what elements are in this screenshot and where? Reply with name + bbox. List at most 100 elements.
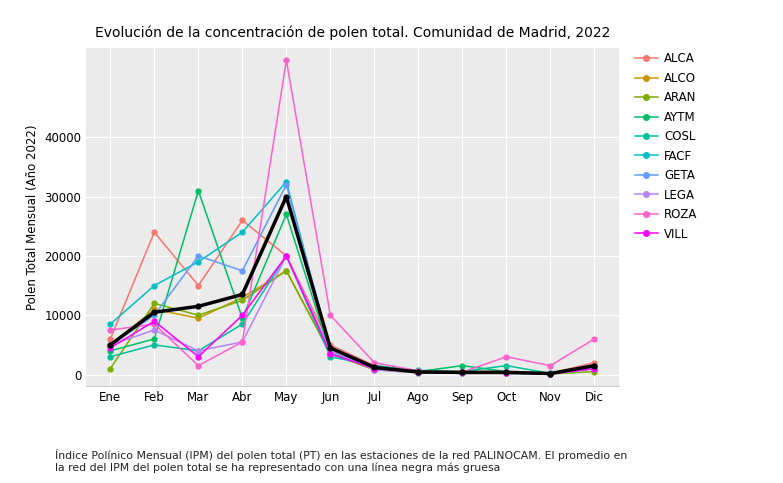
Line: VILL: VILL <box>108 254 597 376</box>
LEGA <box>413 370 423 376</box>
ALCA <box>326 342 335 348</box>
VILL <box>457 369 467 375</box>
Line: ALCA: ALCA <box>108 218 597 376</box>
ARAN <box>457 370 467 376</box>
GETA <box>150 313 159 318</box>
ARAN <box>106 366 115 371</box>
AYTM <box>150 336 159 342</box>
COSL <box>150 342 159 348</box>
ROZA <box>370 360 379 366</box>
COSL <box>106 354 115 360</box>
GETA <box>370 366 379 371</box>
ARAN <box>326 351 335 356</box>
VILL <box>546 371 555 377</box>
VILL <box>150 318 159 324</box>
ALCA <box>502 369 511 374</box>
ALCA <box>238 217 247 223</box>
Line: ARAN: ARAN <box>108 268 597 376</box>
FACF <box>282 179 291 185</box>
COSL <box>590 366 599 371</box>
AYTM <box>502 369 511 374</box>
ROZA <box>150 321 159 327</box>
ALCO <box>150 306 159 312</box>
ROZA <box>193 363 203 369</box>
VILL <box>326 351 335 356</box>
ARAN <box>590 369 599 374</box>
FACF <box>326 348 335 354</box>
FACF <box>193 259 203 265</box>
ROZA <box>282 57 291 63</box>
ALCA <box>546 370 555 376</box>
ROZA <box>413 368 423 374</box>
Line: COSL: COSL <box>108 254 597 376</box>
VILL <box>413 369 423 375</box>
Title: Evolución de la concentración de polen total. Comunidad de Madrid, 2022: Evolución de la concentración de polen t… <box>95 26 610 40</box>
ARAN <box>502 370 511 376</box>
VILL <box>106 345 115 351</box>
LEGA <box>590 366 599 371</box>
ROZA <box>590 336 599 342</box>
ALCA <box>106 336 115 342</box>
ALCO <box>282 268 291 274</box>
ALCO <box>413 369 423 375</box>
ALCA <box>590 360 599 366</box>
FACF <box>546 371 555 377</box>
ARAN <box>238 298 247 303</box>
ALCA <box>370 363 379 369</box>
FACF <box>370 366 379 371</box>
ALCO <box>502 370 511 376</box>
LEGA <box>457 370 467 376</box>
GETA <box>106 342 115 348</box>
GETA <box>282 182 291 187</box>
AYTM <box>326 351 335 356</box>
LEGA <box>150 327 159 333</box>
ALCO <box>238 295 247 300</box>
AYTM <box>193 188 203 194</box>
LEGA <box>193 348 203 354</box>
GETA <box>413 369 423 375</box>
ROZA <box>238 339 247 345</box>
COSL <box>502 363 511 369</box>
GETA <box>546 371 555 377</box>
ALCA <box>457 369 467 374</box>
ARAN <box>193 313 203 318</box>
ROZA <box>546 363 555 369</box>
ARAN <box>370 367 379 373</box>
FACF <box>238 229 247 235</box>
VILL <box>193 354 203 360</box>
LEGA <box>326 348 335 354</box>
ARAN <box>282 268 291 274</box>
COSL <box>193 348 203 354</box>
GETA <box>590 363 599 369</box>
AYTM <box>590 363 599 369</box>
FACF <box>413 369 423 375</box>
ROZA <box>326 313 335 318</box>
ALCA <box>150 229 159 235</box>
VILL <box>370 366 379 371</box>
COSL <box>326 354 335 360</box>
Line: LEGA: LEGA <box>108 254 597 376</box>
ARAN <box>546 371 555 377</box>
ALCA <box>282 253 291 259</box>
ALCA <box>193 283 203 288</box>
ROZA <box>106 327 115 333</box>
GETA <box>193 253 203 259</box>
LEGA <box>546 371 555 377</box>
ROZA <box>502 354 511 360</box>
FACF <box>590 366 599 371</box>
ROZA <box>457 369 467 375</box>
ALCO <box>106 342 115 348</box>
COSL <box>546 370 555 376</box>
ARAN <box>413 370 423 376</box>
COSL <box>413 368 423 373</box>
ALCO <box>457 370 467 376</box>
AYTM <box>106 348 115 354</box>
GETA <box>502 370 511 376</box>
VILL <box>502 370 511 376</box>
VILL <box>238 313 247 318</box>
FACF <box>106 321 115 327</box>
AYTM <box>370 363 379 369</box>
COSL <box>370 363 379 369</box>
GETA <box>457 370 467 376</box>
ALCO <box>546 371 555 377</box>
